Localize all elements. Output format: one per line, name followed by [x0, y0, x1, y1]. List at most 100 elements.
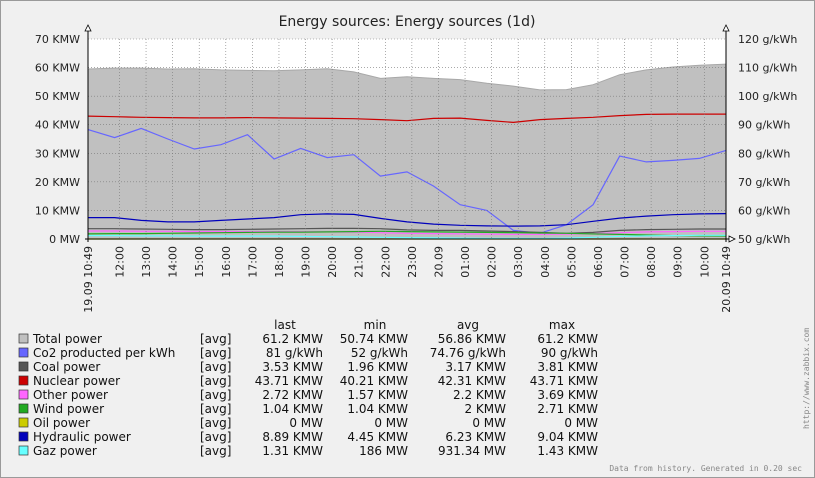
legend-value-min: 1.04 KMW: [347, 402, 408, 416]
legend-header-max: max: [549, 318, 575, 332]
legend-value-min: 186 MW: [359, 444, 408, 458]
x-tick-label: 06:00: [592, 246, 605, 278]
y-right-tick-label: 110 g/kWh: [738, 62, 797, 75]
y-right-tick-label: 90 g/kWh: [738, 119, 790, 132]
y-left-tick-label: 0 MW: [49, 233, 80, 246]
legend-value-avg: 0 MW: [472, 416, 506, 430]
x-start-label: 19.09 10:49: [82, 246, 95, 313]
x-axis-arrow: [728, 235, 736, 243]
legend-func: [avg]: [200, 360, 231, 374]
legend-value-max: 9.04 KMW: [537, 430, 598, 444]
legend-value-last: 1.04 KMW: [262, 402, 323, 416]
x-tick-label: 17:00: [246, 246, 259, 278]
y-right-tick-label: 70 g/kWh: [738, 176, 790, 189]
x-tick-label: 21:00: [353, 246, 366, 278]
y-left-tick-label: 40 KMW: [35, 119, 80, 132]
legend-series-name: Coal power: [33, 360, 100, 374]
legend-value-max: 3.81 KMW: [537, 360, 598, 374]
legend-series-name: Other power: [33, 388, 108, 402]
legend-value-min: 0 MW: [374, 416, 408, 430]
x-tick-label: 01:00: [459, 246, 472, 278]
legend-series-name: Nuclear power: [33, 374, 120, 388]
legend-value-min: 40.21 KMW: [340, 374, 408, 388]
legend-value-avg: 74.76 g/kWh: [430, 346, 506, 360]
y-left-tick-label: 70 KMW: [35, 33, 80, 46]
x-tick-label: 23:00: [406, 246, 419, 278]
legend-series-name: Wind power: [33, 402, 104, 416]
legend-swatch: [18, 445, 29, 456]
legend-value-min: 1.57 KMW: [347, 388, 408, 402]
legend-series-name: Hydraulic power: [33, 430, 131, 444]
legend-series-name: Co2 producted per kWh: [33, 346, 175, 360]
x-tick-label: 20:00: [326, 246, 339, 278]
legend-header-avg: avg: [457, 318, 479, 332]
legend-value-avg: 56.86 KMW: [438, 332, 506, 346]
legend-value-avg: 2.2 KMW: [453, 388, 506, 402]
y-left-tick-label: 50 KMW: [35, 90, 80, 103]
x-tick-label: 19:00: [300, 246, 313, 278]
series-area-total-power: [87, 63, 727, 240]
series-line-other-power: [88, 230, 726, 235]
x-tick-label: 13:00: [140, 246, 153, 278]
legend-func: [avg]: [200, 388, 231, 402]
legend-value-max: 1.43 KMW: [537, 444, 598, 458]
y-left-tick-label: 20 KMW: [35, 176, 80, 189]
left-axis-arrow: [84, 24, 92, 32]
legend-swatch: [18, 431, 29, 442]
x-tick-label: 04:00: [539, 246, 552, 278]
legend-value-min: 1.96 KMW: [347, 360, 408, 374]
y-left-tick-label: 30 KMW: [35, 147, 80, 160]
legend-func: [avg]: [200, 444, 231, 458]
series-line-co2-producted-per-kwh: [87, 127, 727, 234]
y-right-tick-label: 50 g/kWh: [738, 233, 790, 246]
y-left-tick-label: 60 KMW: [35, 62, 80, 75]
legend-header-last: last: [274, 318, 296, 332]
legend-func: [avg]: [200, 416, 231, 430]
watermark: http://www.zabbix.com: [802, 328, 811, 429]
x-tick-label: 12:00: [113, 246, 126, 278]
legend-value-avg: 2 KMW: [464, 402, 506, 416]
legend-value-max: 61.2 KMW: [537, 332, 598, 346]
x-tick-label: 05:00: [565, 246, 578, 278]
x-tick-label: 15:00: [193, 246, 206, 278]
series-line-hydraulic-power: [88, 213, 727, 227]
legend-value-max: 0 MW: [564, 416, 598, 430]
legend-value-max: 2.71 KMW: [537, 402, 598, 416]
x-tick-label: 02:00: [486, 246, 499, 278]
x-end-label: 20.09 10:49: [720, 246, 733, 313]
right-axis-arrow: [722, 24, 730, 32]
legend-series-name: Total power: [32, 332, 102, 346]
legend-value-max: 90 g/kWh: [541, 346, 598, 360]
legend-swatch: [18, 417, 29, 428]
legend-value-max: 3.69 KMW: [537, 388, 598, 402]
legend-value-last: 43.71 KMW: [255, 374, 323, 388]
legend-value-min: 50.74 KMW: [340, 332, 408, 346]
x-tick-label: 03:00: [512, 246, 525, 278]
legend-func: [avg]: [200, 332, 231, 346]
legend-value-last: 8.89 KMW: [262, 430, 323, 444]
y-left-tick-label: 10 KMW: [35, 204, 80, 217]
y-right-tick-label: 120 g/kWh: [738, 33, 797, 46]
y-right-tick-label: 80 g/kWh: [738, 147, 790, 160]
legend-swatch: [18, 347, 29, 358]
legend-func: [avg]: [200, 430, 231, 444]
legend-func: [avg]: [200, 374, 231, 388]
x-tick-label: 20.09: [432, 246, 445, 278]
legend-func: [avg]: [200, 346, 231, 360]
series-line-gaz-power: [88, 234, 726, 240]
legend-series-name: Oil power: [33, 416, 90, 430]
legend-value-last: 3.53 KMW: [262, 360, 323, 374]
series-line-coal-power: [88, 227, 726, 234]
legend-header-min: min: [364, 318, 387, 332]
legend-value-last: 0 MW: [289, 416, 323, 430]
legend-swatch: [18, 403, 29, 414]
x-tick-label: 18:00: [273, 246, 286, 278]
legend-value-avg: 3.17 KMW: [445, 360, 506, 374]
x-tick-label: 07:00: [619, 246, 632, 278]
legend-value-min: 52 g/kWh: [351, 346, 408, 360]
x-tick-label: 22:00: [379, 246, 392, 278]
legend-value-last: 61.2 KMW: [262, 332, 323, 346]
y-right-tick-label: 100 g/kWh: [738, 90, 797, 103]
